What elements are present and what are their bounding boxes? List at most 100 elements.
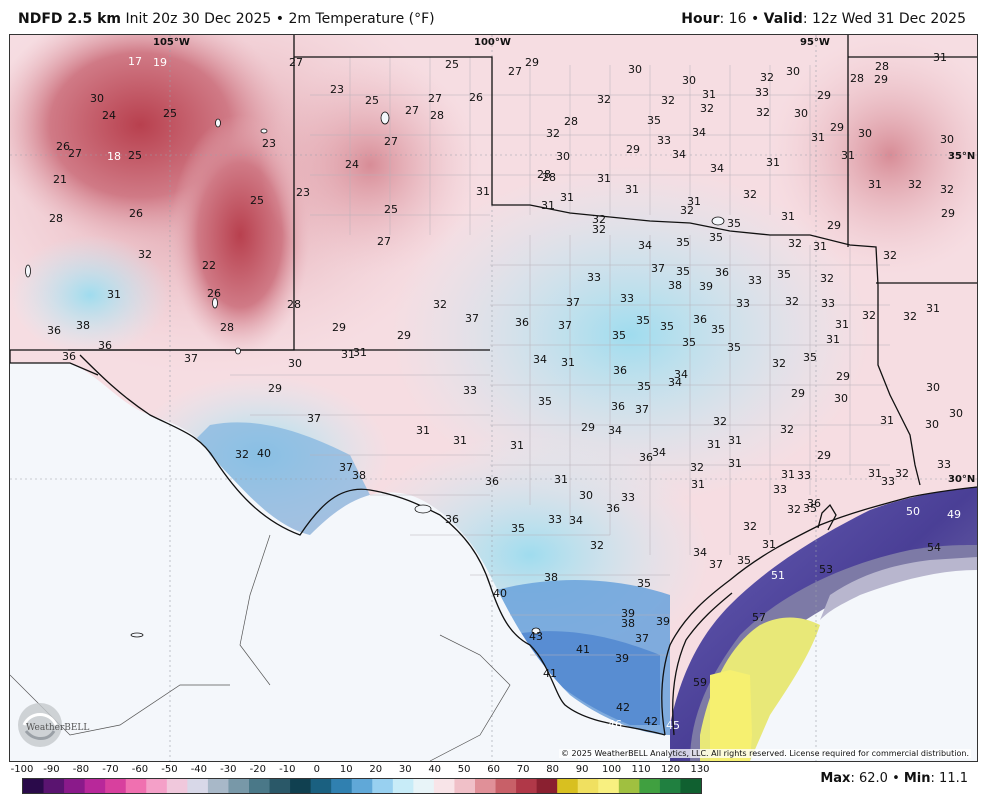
station-temperature: 32 [785,295,799,308]
lat-label-35: 35°N [948,151,975,162]
colorbar-tick-label: 90 [575,764,589,775]
colorbar-swatch [43,779,65,793]
station-temperature: 31 [868,467,882,480]
station-temperature: 40 [257,447,271,460]
station-temperature: 38 [76,319,90,332]
colorbar-tick-label: -30 [220,764,237,775]
station-temperature: 39 [656,615,670,628]
station-temperature: 33 [881,475,895,488]
station-temperature: 34 [608,424,622,437]
colorbar-tick-label: 130 [690,764,710,775]
colorbar-tick-label: 0 [313,764,320,775]
colorbar-swatch [249,779,271,793]
station-temperature: 36 [606,502,620,515]
station-temperature: 31 [728,457,742,470]
station-temperature: 31 [561,356,575,369]
station-temperature: 23 [330,83,344,96]
station-temperature: 32 [592,223,606,236]
map-canvas[interactable]: 105°W 100°W 95°W 35°N 30°N 17 19 27 2527293… [10,35,977,761]
station-temperature: 31 [933,51,947,64]
colorbar-swatch [207,779,229,793]
station-temperature: 33 [748,274,762,287]
map-header: NDFD 2.5 km Init 20z 30 Dec 2025 • 2m Te… [0,0,984,34]
stats-bullet: • [892,771,900,786]
station-temperature: 32 [138,248,152,261]
station-temperature: 33 [548,513,562,526]
station-temperature: 30 [940,133,954,146]
station-temperature: 32 [590,539,604,552]
station-temperature: 36 [693,313,707,326]
colorbar-tick-label: -10 [279,764,296,775]
station-temperature: 32 [743,520,757,533]
station-temperature: 30 [628,63,642,76]
station-temperature: 31 [625,183,639,196]
station-temperature: 31 [691,478,705,491]
station-temperature: 31 [707,438,721,451]
temperature-colorbar [22,778,702,794]
colorbar-tick-label: -60 [131,764,149,775]
station-temperature: 31 [510,439,524,452]
station-temperature: 29 [817,449,831,462]
station-temperature: 36 [445,513,459,526]
station-temperature: 31 [560,191,574,204]
max-value: : 62.0 [850,771,888,786]
station-temperature: 38 [352,469,366,482]
station-temperature: 26 [207,287,221,300]
station-temperature: 29 [817,89,831,102]
station-temperature: 34 [672,148,686,161]
colorbar-swatch [577,779,599,793]
station-temperature: 31 [880,414,894,427]
colorbar-swatch [598,779,620,793]
colorbar-swatch [454,779,476,793]
hour-value: : 16 [719,11,747,27]
station-temperature: 32 [661,94,675,107]
colorbar-swatch [310,779,332,793]
min-value: : 11.1 [930,771,968,786]
station-temperature: 36 [613,364,627,377]
station-temperature: 37 [635,632,649,645]
station-temperature: 28 [287,298,301,311]
station-temperature: 29 [268,382,282,395]
station-temperature: 36 [515,316,529,329]
station-temperature: 32 [820,272,834,285]
station-temperature: 30 [579,489,593,502]
station-temperature: 19 [153,56,167,69]
colorbar-tick-label: 10 [339,764,353,775]
colorbar-swatch [166,779,188,793]
station-temperature: 29 [941,207,955,220]
colorbar-tick-label: -100 [10,764,34,775]
station-temperature: 31 [835,318,849,331]
colorbar-tick-label: -50 [161,764,178,775]
station-temperature: 27 [68,147,82,160]
colorbar-tick-label: 100 [602,764,622,775]
station-temperature: 39 [615,652,629,665]
station-temperature: 32 [680,204,694,217]
min-label: Min [903,771,931,786]
station-temperature: 32 [546,127,560,140]
station-temperature: 29 [836,370,850,383]
station-temperature: 32 [772,357,786,370]
lon-label-95: 95°W [800,37,830,48]
station-temperature: 24 [102,109,116,122]
station-temperature: 31 [353,346,367,359]
station-temperature: 31 [868,178,882,191]
colorbar-swatch [290,779,312,793]
station-temperature: 29 [874,73,888,86]
station-temperature: 32 [780,423,794,436]
hour-label: Hour [681,11,720,27]
station-temperature: 32 [787,503,801,516]
station-temperature: 34 [674,368,688,381]
valid-time-info: Hour: 16 • Valid: 12z Wed 31 Dec 2025 [681,11,966,27]
station-temperature: 33 [620,292,634,305]
international-border [79,354,666,736]
station-temperature: 34 [569,514,583,527]
colorbar-tick-label: 60 [487,764,501,775]
station-temperature: 29 [525,56,539,69]
station-temperature: 27 [289,56,303,69]
station-temperature: 35 [637,380,651,393]
station-temperature: 32 [788,237,802,250]
colorbar-swatch [228,779,250,793]
station-temperature: 35 [612,329,626,342]
temperature-map[interactable]: 105°W 100°W 95°W 35°N 30°N 17 19 27 25 27 29 3… [9,34,978,762]
